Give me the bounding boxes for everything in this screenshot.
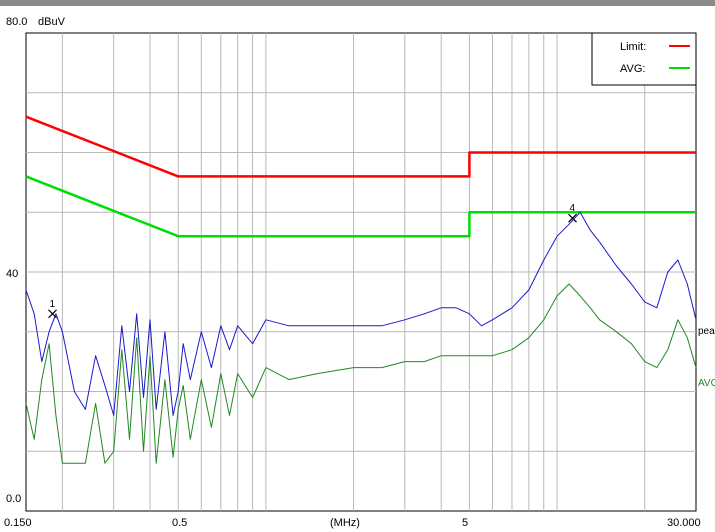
marker-label-1: 1 [50,299,56,310]
series-end-label-peak: peak [698,326,715,337]
y-tick-80: 80.0 [6,16,27,28]
y-tick-40: 40 [6,268,18,280]
y-tick-0: 0.0 [6,493,21,505]
series-line-peak-2 [25,211,697,416]
marker-layer: 14 [48,203,577,319]
marker-1: 1 [48,299,57,319]
x-tick-05: 0.5 [172,517,187,529]
marker-4: 4 [568,203,577,223]
series-line-avg-3 [25,283,697,464]
series-line-avg-1 [25,175,696,238]
marker-x-stroke [48,309,57,319]
window-top-border [0,0,715,6]
series-layer [25,115,697,464]
series-line-limit-0 [25,115,696,178]
marker-x-stroke [568,213,577,223]
marker-label-4: 4 [570,203,576,214]
legend-box [591,32,697,86]
y-unit-label: dBuV [38,16,66,28]
legend-label-limit: Limit: [620,41,646,53]
legend-label-avg: AVG: [620,63,645,75]
x-tick-30000: 30.000 [667,517,701,529]
x-tick-5: 5 [462,517,468,529]
x-axis-unit-mhz: (MHz) [330,517,360,529]
series-end-label-avg: AVG [698,378,715,389]
x-tick-0150: 0.150 [4,517,32,529]
